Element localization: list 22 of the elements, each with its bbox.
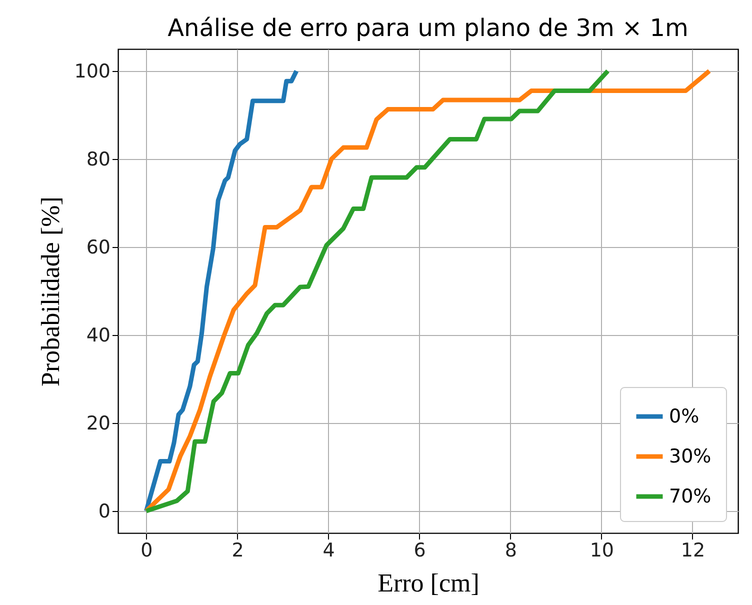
x-tick-label: 0: [140, 540, 153, 562]
y-axis-title: Probabilidade [%]: [36, 196, 66, 386]
y-tick-label: 60: [86, 236, 110, 258]
y-tick-label: 40: [86, 324, 110, 346]
y-tick-label: 0: [98, 500, 110, 522]
y-tick-label: 100: [74, 60, 110, 82]
x-tick-label: 12: [680, 540, 706, 562]
line-series: [144, 68, 299, 514]
x-tick-label: 4: [322, 540, 335, 562]
legend-label: 0%: [669, 406, 700, 428]
line-series: [144, 68, 610, 514]
x-tick-label: 8: [504, 540, 517, 562]
line-series: [144, 68, 712, 514]
chart-title: Análise de erro para um plano de 3m × 1m: [168, 14, 688, 42]
x-tick-label: 6: [414, 540, 426, 562]
x-axis-title: Erro [cm]: [378, 568, 480, 598]
x-tick-label: 2: [232, 540, 244, 562]
y-tick-label: 80: [86, 148, 110, 170]
x-tick-label: 10: [590, 540, 614, 562]
legend-label: 70%: [669, 486, 712, 508]
legend-label: 30%: [669, 446, 712, 468]
y-tick-label: 20: [86, 412, 110, 434]
